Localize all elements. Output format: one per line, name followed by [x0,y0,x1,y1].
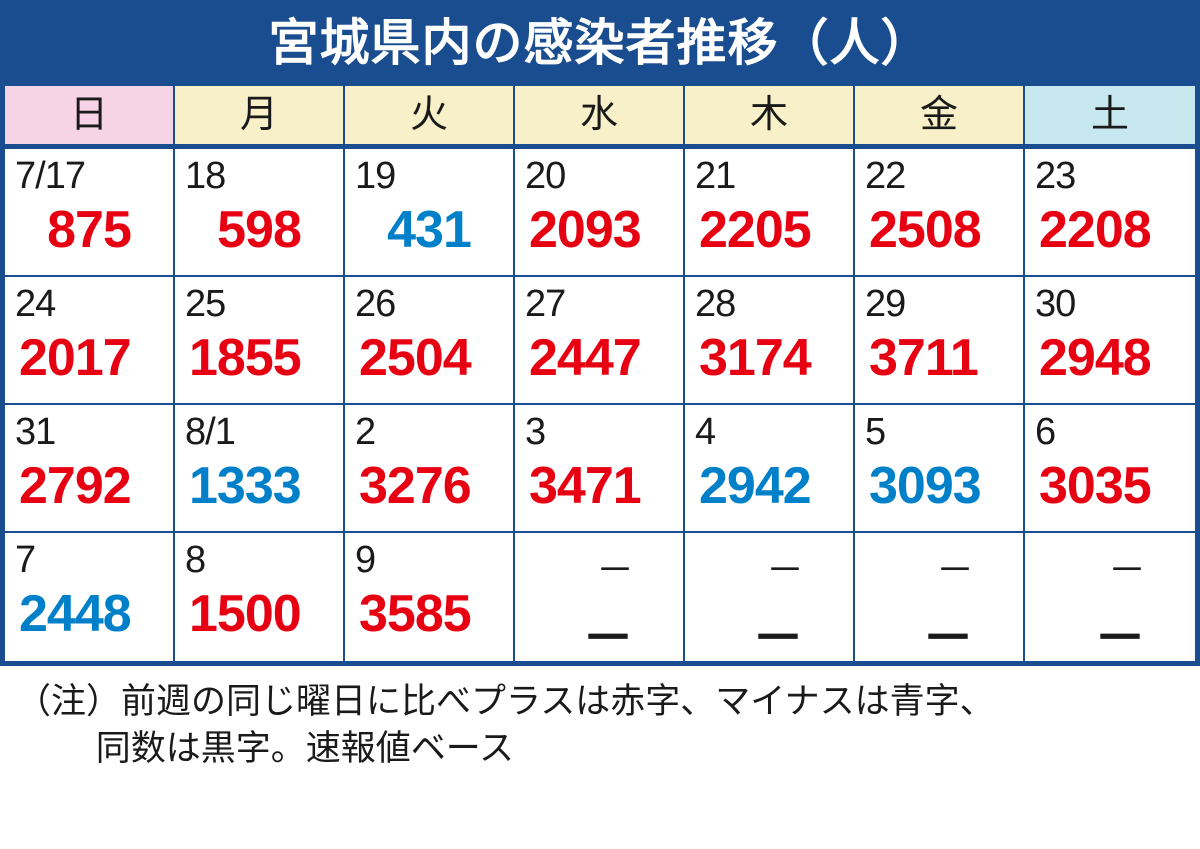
cell-value: 2208 [1035,200,1151,260]
calendar-cell: 72448 [5,533,175,661]
calendar-cell: 283174 [685,277,855,405]
day-header: 月 [175,86,345,144]
cell-value: 598 [217,200,301,260]
calendar-cell: 251855 [175,277,345,405]
cell-value: 3711 [865,328,978,388]
calendar-cell: －－ [855,533,1025,661]
cell-value: 1500 [185,584,301,644]
cell-value: 875 [47,200,131,260]
calendar-cell: 23276 [345,405,515,533]
cell-date: 20 [525,155,673,198]
cell-date: － [936,539,1013,594]
cell-date: 8/1 [185,411,333,454]
cell-value: 3093 [865,456,981,516]
calendar-cell: 19431 [345,149,515,277]
cell-date: 24 [15,283,163,326]
calendar-cell: 8/11333 [175,405,345,533]
cell-date: 31 [15,411,163,454]
calendar-cell: 242017 [5,277,175,405]
cell-value: 3174 [695,328,811,388]
cell-date: 23 [1035,155,1185,198]
calendar-cell: 262504 [345,277,515,405]
cell-date: 27 [525,283,673,326]
calendar-cell: 293711 [855,277,1025,405]
cell-date: 22 [865,155,1013,198]
calendar-body: 7/17875185981943120209321220522250823220… [5,149,1195,661]
calendar-cell: 222508 [855,149,1025,277]
cell-date: 5 [865,411,1013,454]
calendar-cell: 302948 [1025,277,1195,405]
cell-date: 18 [185,155,333,198]
cell-value: 1333 [185,456,301,516]
table-title: 宮城県内の感染者推移（人） [5,0,1195,86]
cell-value: 2017 [15,328,131,388]
cell-value: 3035 [1035,456,1151,516]
cell-value: 2792 [15,456,131,516]
cell-value: 3276 [355,456,471,516]
cell-value: 3471 [525,456,641,516]
calendar-cell: －－ [1025,533,1195,661]
infection-table: 宮城県内の感染者推移（人） 日月火水木金土 7/1787518598194312… [0,0,1200,666]
cell-date: 29 [865,283,1013,326]
cell-date: 7 [15,539,163,582]
cell-value: 2948 [1035,328,1151,388]
cell-date: 7/17 [15,155,163,198]
calendar-cell: 18598 [175,149,345,277]
cell-date: 2 [355,411,503,454]
cell-value: 2448 [15,584,131,644]
calendar-cell: 33471 [515,405,685,533]
cell-date: － [596,539,673,594]
calendar-cell: 272447 [515,277,685,405]
cell-value: 2504 [355,328,471,388]
cell-value: － [922,596,1013,671]
cell-value: 431 [387,200,471,260]
cell-value: － [752,596,843,671]
cell-date: 3 [525,411,673,454]
day-header: 日 [5,86,175,144]
cell-date: 6 [1035,411,1185,454]
cell-value: 2447 [525,328,641,388]
cell-date: 9 [355,539,503,582]
day-header: 木 [685,86,855,144]
day-header: 水 [515,86,685,144]
calendar-cell: 232208 [1025,149,1195,277]
cell-value: 1855 [185,328,301,388]
calendar-cell: 63035 [1025,405,1195,533]
cell-date: － [766,539,843,594]
calendar-cell: 7/17875 [5,149,175,277]
cell-date: 19 [355,155,503,198]
cell-value: － [582,596,673,671]
calendar-cell: －－ [685,533,855,661]
cell-value: － [1094,596,1185,671]
cell-date: 8 [185,539,333,582]
day-header: 土 [1025,86,1195,144]
day-header: 金 [855,86,1025,144]
day-header-row: 日月火水木金土 [5,86,1195,149]
cell-value: 2205 [695,200,811,260]
calendar-cell: 81500 [175,533,345,661]
cell-date: － [1108,539,1185,594]
calendar-cell: －－ [515,533,685,661]
calendar-cell: 312792 [5,405,175,533]
cell-value: 3585 [355,584,471,644]
cell-value: 2093 [525,200,641,260]
cell-value: 2508 [865,200,981,260]
calendar-cell: 53093 [855,405,1025,533]
day-header: 火 [345,86,515,144]
cell-date: 25 [185,283,333,326]
cell-date: 4 [695,411,843,454]
cell-date: 26 [355,283,503,326]
cell-date: 21 [695,155,843,198]
footnote: （注）前週の同じ曜日に比べプラスは赤字、マイナスは青字、 同数は黒字。速報値ベー… [0,666,1200,773]
cell-date: 30 [1035,283,1185,326]
cell-value: 2942 [695,456,811,516]
cell-date: 28 [695,283,843,326]
calendar-cell: 212205 [685,149,855,277]
calendar-cell: 202093 [515,149,685,277]
calendar-cell: 42942 [685,405,855,533]
calendar-cell: 93585 [345,533,515,661]
